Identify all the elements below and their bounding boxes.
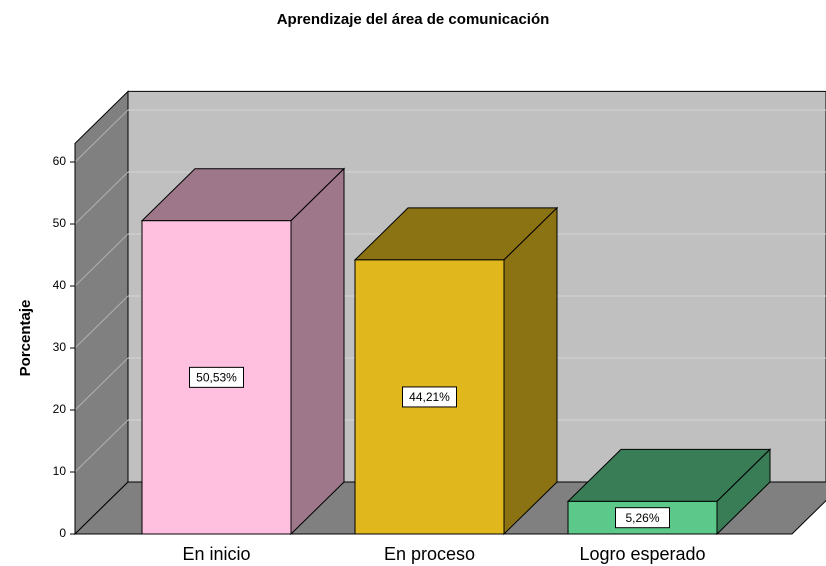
bar-side — [503, 206, 558, 536]
grid-line — [74, 171, 129, 225]
chart-title: Aprendizaje del área de comunicación — [277, 11, 550, 28]
value-label-box — [402, 386, 457, 408]
grid-line — [74, 233, 129, 287]
value-label-box — [189, 366, 244, 388]
grid-line — [74, 357, 129, 411]
x-tick-label: En proceso — [384, 544, 475, 564]
grid-line — [74, 295, 129, 349]
grid-line — [74, 419, 129, 473]
value-label: 50,53% — [196, 371, 237, 385]
value-label: 44,21% — [409, 390, 450, 404]
x-tick-label: En inicio — [182, 544, 250, 564]
y-tick-label: 20 — [53, 402, 67, 416]
y-tick-label: 30 — [53, 340, 67, 354]
y-tick-label: 40 — [53, 278, 67, 292]
x-tick-label: Logro esperado — [579, 544, 705, 564]
y-tick-label: 10 — [53, 464, 67, 478]
y-tick-label: 0 — [59, 526, 66, 540]
value-label: 5,26% — [625, 511, 659, 525]
value-label-box — [615, 507, 670, 529]
y-tick-label: 60 — [53, 154, 67, 168]
y-axis-label: Porcentaje — [17, 300, 34, 377]
grid-line — [74, 109, 129, 163]
y-tick-label: 50 — [53, 216, 67, 230]
bar-side — [290, 167, 345, 536]
side-wall — [74, 90, 129, 536]
